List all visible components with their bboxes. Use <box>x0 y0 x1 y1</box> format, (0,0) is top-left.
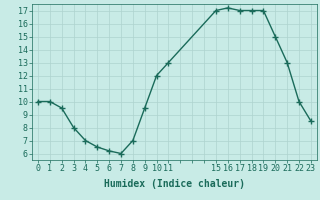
X-axis label: Humidex (Indice chaleur): Humidex (Indice chaleur) <box>104 179 245 189</box>
